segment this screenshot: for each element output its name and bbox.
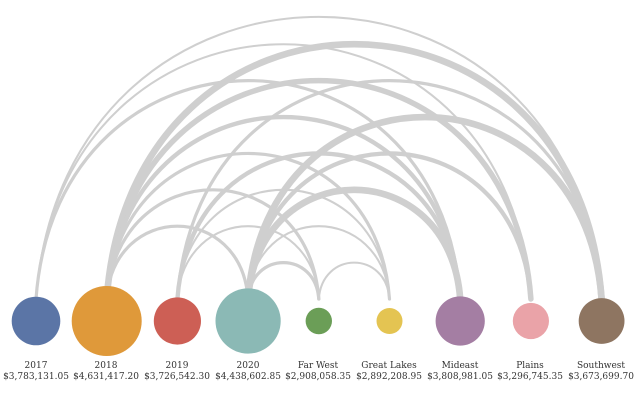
- arc-link-2019-far-west: [176, 225, 320, 301]
- arc-link-2017-mideast: [34, 79, 462, 301]
- arc-link-2020-far-west: [246, 261, 321, 301]
- arc-link-2019-southwest: [175, 79, 604, 301]
- node-circle-2018: [71, 286, 142, 356]
- arc-link-2018-plains: [103, 77, 534, 302]
- arc-link-2018-great-lakes: [105, 151, 392, 301]
- arc-link-far-west-great-lakes: [317, 261, 391, 301]
- arc-link-2018-mideast: [104, 115, 463, 302]
- arc-link-2017-plains: [34, 43, 532, 301]
- arc-link-2020-southwest: [244, 113, 605, 303]
- node-circle-great-lakes: [376, 308, 403, 334]
- arc-links: [34, 15, 605, 303]
- arc-link-2020-plains: [245, 151, 534, 302]
- node-circle-southwest: [578, 298, 625, 344]
- node-circle-mideast: [435, 296, 485, 346]
- node-circle-2019: [153, 297, 201, 345]
- arc-link-2020-mideast: [244, 186, 464, 303]
- arc-link-2020-great-lakes: [247, 225, 391, 301]
- node-circle-2017: [11, 296, 61, 346]
- node-circle-plains: [512, 302, 550, 340]
- arc-link-2018-southwest: [103, 40, 605, 303]
- node-circle-far-west: [305, 307, 332, 335]
- arc-link-2018-2020: [105, 224, 250, 301]
- arc-link-2018-far-west: [105, 188, 321, 301]
- node-circles: [11, 286, 625, 356]
- node-circle-2020: [215, 288, 281, 354]
